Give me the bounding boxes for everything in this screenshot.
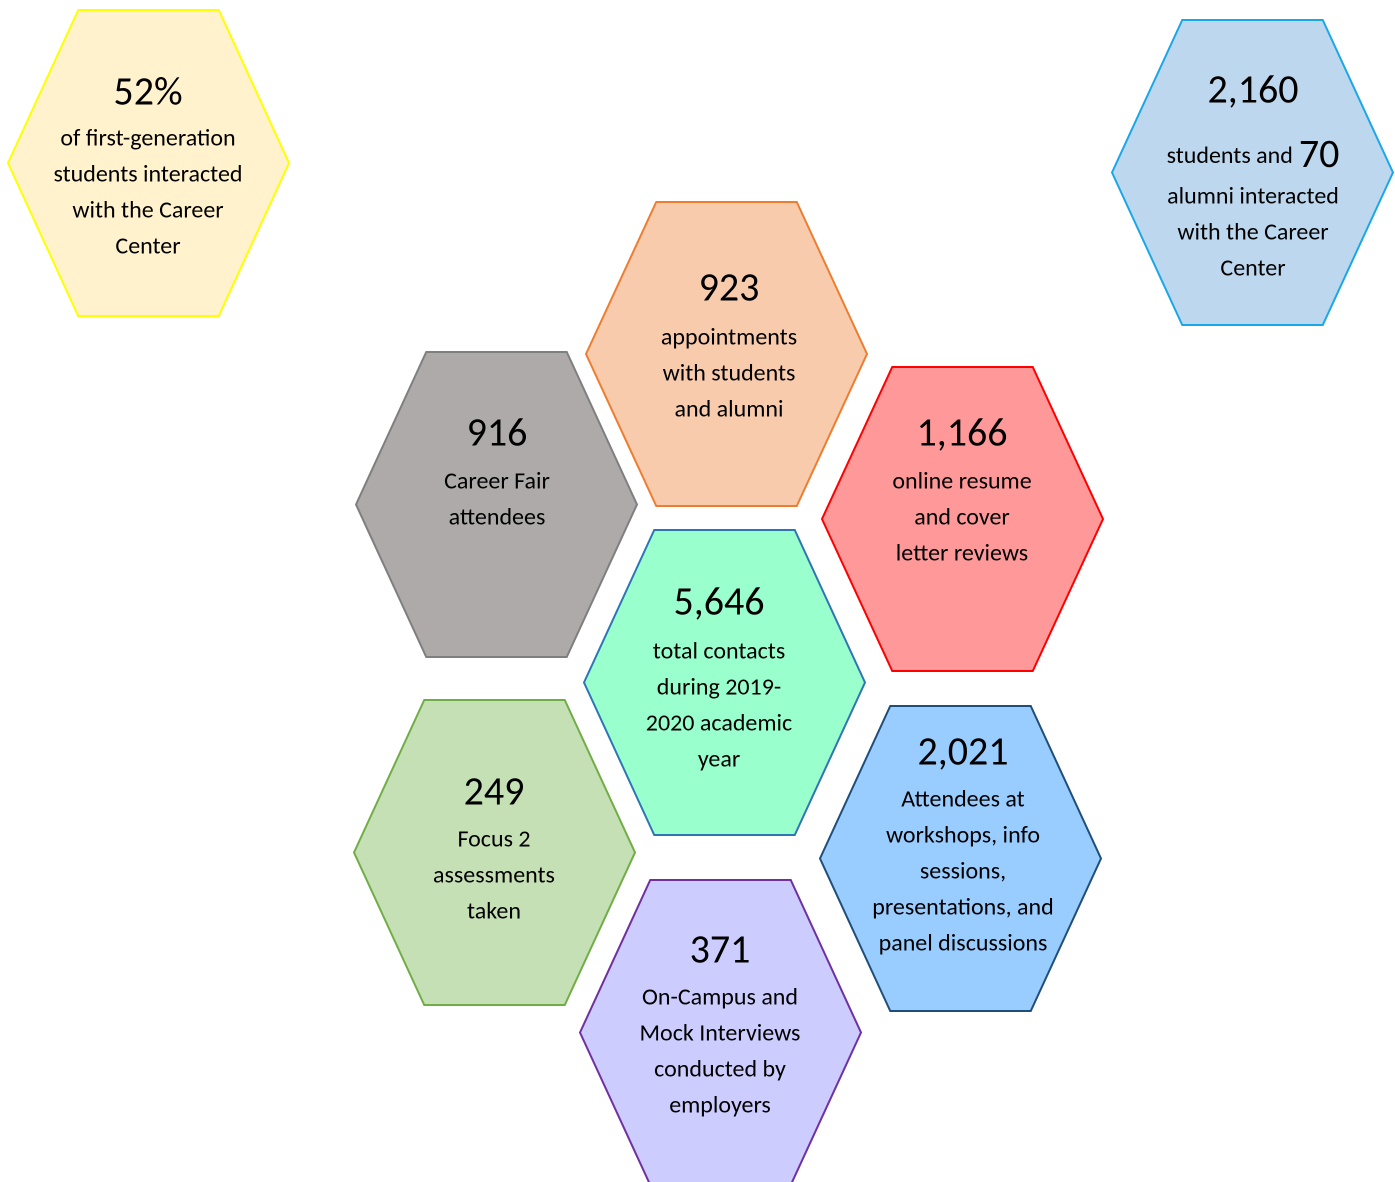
- description-line: Career Fair: [444, 467, 550, 496]
- hexagon-shape: [1110, 19, 1395, 326]
- inline-line: students and 70: [1167, 129, 1340, 178]
- inline-stat: 70: [1299, 129, 1340, 178]
- hexagon: 371 On-Campus and Mock Interviews conducted…: [578, 879, 863, 1182]
- description-line: attendees: [449, 503, 546, 532]
- hexagon: 249 Focus 2 assessments taken: [352, 699, 637, 1006]
- inline-text: students and: [1167, 141, 1293, 170]
- stat-value: 249: [464, 767, 525, 816]
- stat-value: 371: [690, 925, 751, 974]
- description-line: Center: [1220, 254, 1285, 283]
- description-line: year: [698, 745, 740, 774]
- description-line: alumni interacted: [1167, 182, 1339, 211]
- hexagon: 2,021 Attendees at workshops, info sessions…: [818, 705, 1103, 1012]
- description-line: employers: [669, 1091, 771, 1120]
- description-line: appointments: [661, 323, 797, 352]
- hexagon-shape: [818, 705, 1103, 1012]
- description-line: 2020 academic: [646, 709, 792, 738]
- stat-value: 923: [699, 263, 760, 312]
- hexagon: 2,160 students and 70 alumni interacted with…: [1110, 19, 1395, 326]
- description-line: panel discussions: [879, 929, 1048, 958]
- stat-value: 52%: [113, 67, 182, 116]
- description-line: presentations, and: [872, 893, 1054, 922]
- hexagon-shape: [584, 201, 869, 507]
- description-line: Center: [115, 232, 180, 261]
- stat-value: 916: [467, 408, 528, 457]
- description-line: during 2019-: [657, 673, 781, 702]
- hexagon-shape: [582, 529, 867, 836]
- stat-value: 2,160: [1207, 65, 1298, 114]
- description-line: online resume: [892, 467, 1031, 496]
- hexagon-shape: [6, 9, 291, 317]
- description-line: Attendees at: [901, 785, 1024, 814]
- description-line: with the Career: [72, 196, 223, 225]
- description-line: students interacted: [53, 160, 242, 189]
- stat-value: 1,166: [916, 408, 1007, 457]
- description-line: with students: [663, 359, 796, 388]
- description-line: and alumni: [674, 395, 783, 424]
- stat-value: 2,021: [917, 727, 1008, 776]
- description-line: conducted by: [654, 1055, 786, 1084]
- hexagon: 5,646 total contacts during 2019- 2020 acad…: [582, 529, 867, 836]
- description-line: taken: [467, 897, 521, 926]
- description-line: total contacts: [653, 637, 785, 666]
- stat-value: 5,646: [673, 577, 764, 626]
- hexagon: 52% of first-generation students interacte…: [6, 9, 291, 317]
- description-line: Mock Interviews: [640, 1019, 801, 1048]
- hexagon: 916 Career Fair attendees: [354, 351, 639, 658]
- description-line: assessments: [433, 861, 555, 890]
- hexagon-shape: [820, 366, 1105, 672]
- description-line: workshops, info: [886, 821, 1040, 850]
- hexagon-shape: [352, 699, 637, 1006]
- hexagon: 1,166 online resume and cover letter review…: [820, 366, 1105, 672]
- description-line: and cover: [914, 503, 1010, 532]
- description-line: of first-generation: [60, 124, 235, 153]
- description-line: with the Career: [1177, 218, 1328, 247]
- hexagon-shape: [354, 351, 639, 658]
- description-line: On-Campus and: [642, 983, 798, 1012]
- description-line: letter reviews: [896, 539, 1028, 568]
- description-line: sessions,: [920, 857, 1006, 886]
- hexagon-shape: [578, 879, 863, 1182]
- hexagon: 923 appointments with students and alumni: [584, 201, 869, 507]
- description-line: Focus 2: [457, 825, 530, 854]
